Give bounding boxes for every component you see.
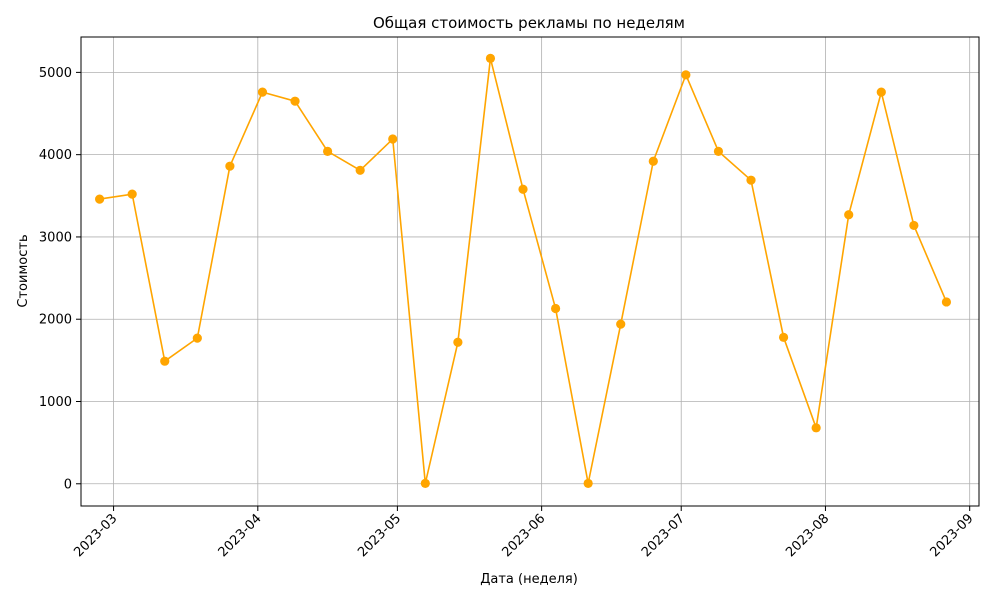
y-tick-label: 2000 xyxy=(39,313,72,328)
data-point xyxy=(453,337,463,347)
data-point xyxy=(290,96,300,106)
data-point xyxy=(257,87,268,97)
x-tick-label: 2023-07 xyxy=(639,511,688,560)
x-tick-label: 2023-09 xyxy=(928,511,977,560)
data-point xyxy=(616,319,626,329)
data-point xyxy=(225,161,235,171)
plot-frame xyxy=(80,36,980,507)
data-point xyxy=(746,175,756,185)
data-point xyxy=(550,303,561,314)
data-point xyxy=(518,184,528,194)
data-point xyxy=(583,478,593,488)
data-point xyxy=(323,146,333,156)
data-point xyxy=(941,297,952,307)
x-tick-label: 2023-08 xyxy=(783,511,832,560)
x-tick-label: 2023-03 xyxy=(71,511,120,560)
x-axis-label: Дата (неделя) xyxy=(480,572,578,587)
data-point xyxy=(420,478,430,488)
x-tick-label: 2023-04 xyxy=(216,511,265,560)
series-line-group xyxy=(95,53,952,488)
data-point xyxy=(876,87,886,97)
data-point xyxy=(160,356,170,366)
y-tick-label: 0 xyxy=(64,477,72,492)
data-point xyxy=(844,210,854,220)
data-point xyxy=(648,156,658,166)
data-point xyxy=(681,70,691,80)
x-tick-label: 2023-06 xyxy=(499,511,548,560)
data-point xyxy=(192,333,202,343)
y-tick-label: 3000 xyxy=(39,230,72,245)
y-axis-label: Стоимость xyxy=(16,234,31,307)
data-point xyxy=(355,165,365,175)
data-point xyxy=(811,423,821,433)
chart-title: Общая стоимость рекламы по неделям xyxy=(373,14,685,32)
grid xyxy=(81,37,979,506)
y-tick-label: 4000 xyxy=(39,148,72,163)
data-point xyxy=(485,53,496,63)
data-point xyxy=(909,220,919,231)
data-point xyxy=(127,189,137,199)
series-line xyxy=(99,57,948,485)
x-tick-label: 2023-05 xyxy=(355,511,404,560)
data-point xyxy=(95,194,105,204)
y-tick-label: 1000 xyxy=(39,395,72,410)
y-tick-label: 5000 xyxy=(39,66,72,81)
y-axis: 0 1000 2000 3000 4000 5000 xyxy=(39,66,81,492)
x-axis: 2023-03 2023-04 2023-05 2023-06 2023-07 2023-… xyxy=(71,506,977,560)
data-point xyxy=(778,332,789,342)
data-point xyxy=(713,146,724,156)
data-point xyxy=(388,134,398,144)
